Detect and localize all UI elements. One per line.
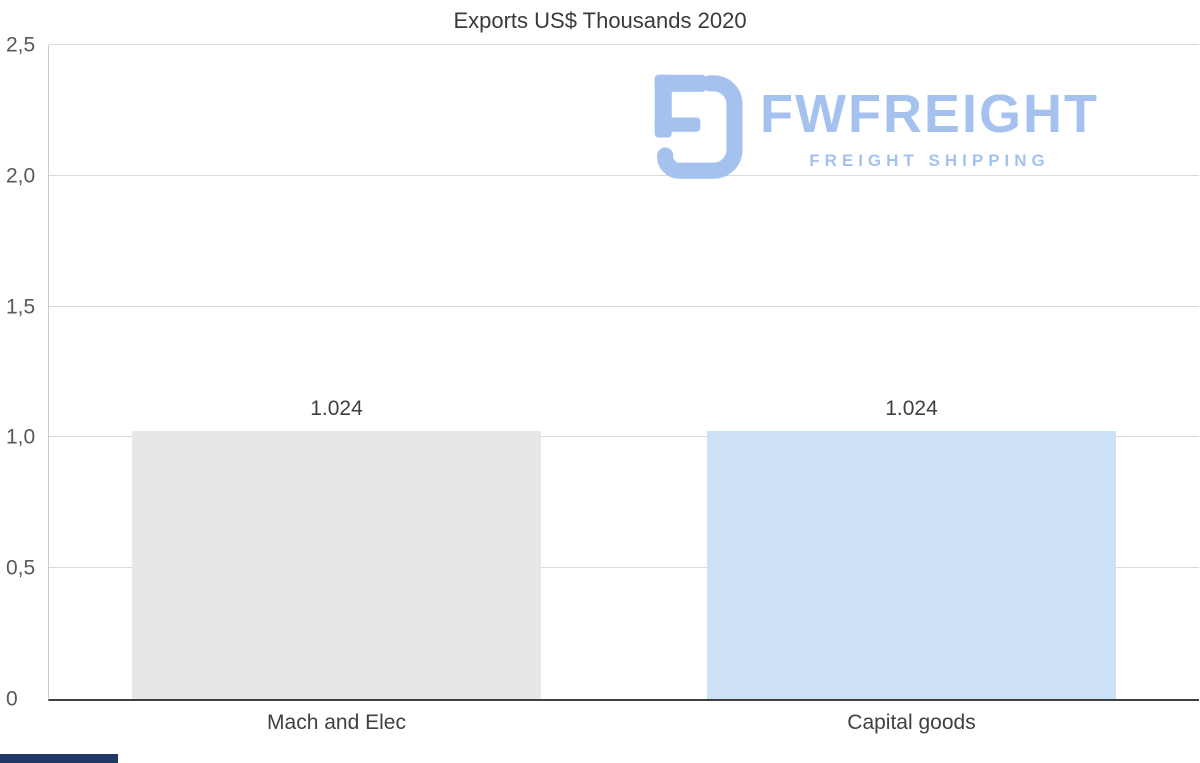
y-tick-label: 2,0 xyxy=(6,164,36,188)
corner-accent xyxy=(0,754,118,763)
y-tick-label: 1,5 xyxy=(6,295,36,319)
brand-logo-icon xyxy=(654,74,743,179)
y-tick-label: 0 xyxy=(6,687,18,711)
bar xyxy=(707,431,1116,699)
gridline xyxy=(49,567,1199,569)
plot-area: FWFREIGHT FREIGHT SHIPPING 1.024 Mach and… xyxy=(48,44,1199,734)
bar-value-label: 1.024 xyxy=(885,397,938,421)
y-tick-label: 2,5 xyxy=(6,33,36,57)
bar-value-label: 1.024 xyxy=(310,397,363,421)
bar-slot: 1.024 Mach and Elec xyxy=(49,45,624,734)
brand-text: FWFREIGHT FREIGHT SHIPPING xyxy=(760,71,1099,171)
x-category-label: Mach and Elec xyxy=(267,711,406,734)
bar-slot: 1.024 Capital goods xyxy=(624,45,1199,734)
chart-title: Exports US$ Thousands 2020 xyxy=(453,8,747,33)
gridline xyxy=(49,44,1199,45)
x-category-label: Capital goods xyxy=(847,711,976,734)
gridline xyxy=(49,174,1199,176)
brand-name: FWFREIGHT xyxy=(760,84,1099,144)
gridline xyxy=(49,305,1199,307)
brand-watermark: FWFREIGHT FREIGHT SHIPPING xyxy=(649,71,1099,183)
bars: 1.024 Mach and Elec 1.024 Capital goods xyxy=(49,45,1199,734)
gridline xyxy=(49,436,1199,438)
y-tick-label: 0,5 xyxy=(6,556,36,580)
y-axis: 0 0,5 1,0 1,5 2,0 2,5 xyxy=(0,35,46,710)
gridlines xyxy=(49,44,1199,699)
bar xyxy=(132,431,541,699)
y-tick-label: 1,0 xyxy=(6,425,36,449)
brand-tagline: FREIGHT SHIPPING xyxy=(809,151,1050,170)
